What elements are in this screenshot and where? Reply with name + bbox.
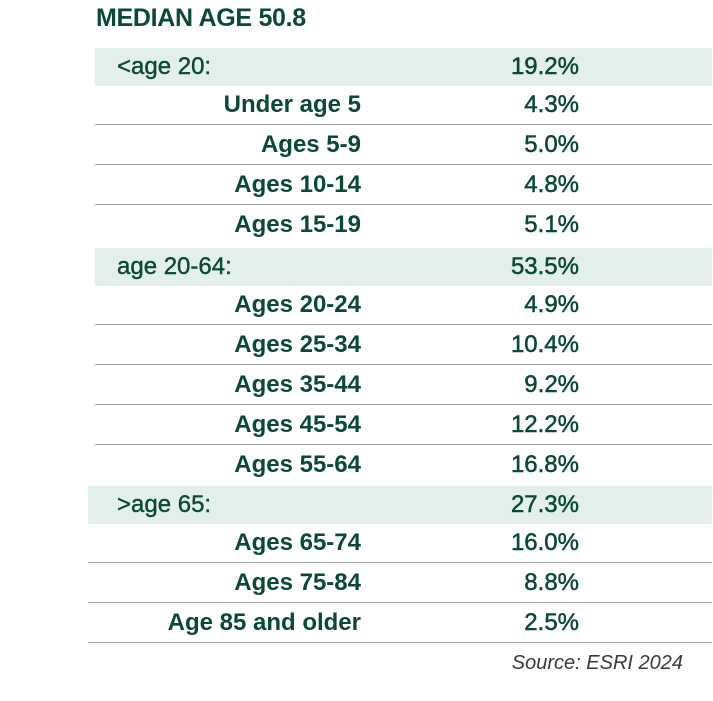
row-value: 16.0% xyxy=(510,529,580,557)
row-value: 4.3% xyxy=(524,91,579,119)
row-label: Ages 35-44 xyxy=(234,371,361,398)
category-row-20-64: age 20-64: 53.5% xyxy=(95,248,712,286)
row-label: Ages 45-54 xyxy=(234,411,361,438)
table-row: Ages 45-54 12.2% xyxy=(95,406,712,445)
row-label: Ages 5-9 xyxy=(260,131,361,158)
row-label: Ages 10-14 xyxy=(234,171,361,198)
category-value: 19.2% xyxy=(510,53,580,81)
table-row: Ages 15-19 5.1% xyxy=(95,206,712,244)
row-value: 9.2% xyxy=(524,371,579,399)
table-row: Age 85 and older 2.5% xyxy=(88,604,712,643)
row-value: 12.2% xyxy=(510,411,580,439)
row-value: 5.0% xyxy=(524,131,579,159)
table-row: Under age 5 4.3% xyxy=(95,86,712,125)
row-value: 5.1% xyxy=(524,211,579,239)
category-row-under-20: <age 20: 19.2% xyxy=(95,48,712,86)
source-note: Source: ESRI 2024 xyxy=(511,652,683,674)
row-value: 16.8% xyxy=(510,451,580,479)
row-label: Ages 55-64 xyxy=(234,451,361,478)
category-row-over-65: >age 65: 27.3% xyxy=(88,486,712,524)
row-label: Age 85 and older xyxy=(167,609,361,636)
table-row: Ages 20-24 4.9% xyxy=(95,286,712,325)
row-value: 4.9% xyxy=(524,291,579,319)
table-row: Ages 10-14 4.8% xyxy=(95,166,712,205)
category-value: 27.3% xyxy=(510,491,580,519)
page-title: MEDIAN AGE 50.8 xyxy=(96,4,306,32)
row-label: Ages 65-74 xyxy=(234,529,361,556)
row-label: Ages 75-84 xyxy=(234,569,361,596)
row-label: Ages 15-19 xyxy=(234,211,361,238)
row-label: Ages 20-24 xyxy=(234,291,361,318)
table-row: Ages 35-44 9.2% xyxy=(95,366,712,405)
table-row: Ages 25-34 10.4% xyxy=(95,326,712,365)
row-value: 10.4% xyxy=(510,331,580,359)
row-label: Ages 25-34 xyxy=(234,331,361,358)
table-row: Ages 55-64 16.8% xyxy=(95,446,712,484)
category-label: >age 65: xyxy=(117,491,212,518)
table-row: Ages 65-74 16.0% xyxy=(88,524,712,563)
table-row: Ages 5-9 5.0% xyxy=(95,126,712,165)
category-label: <age 20: xyxy=(117,53,212,80)
row-value: 2.5% xyxy=(524,609,579,637)
table-row: Ages 75-84 8.8% xyxy=(88,564,712,603)
category-value: 53.5% xyxy=(510,253,580,281)
row-value: 8.8% xyxy=(524,569,579,597)
row-label: Under age 5 xyxy=(223,91,361,118)
row-value: 4.8% xyxy=(524,171,579,199)
category-label: age 20-64: xyxy=(117,253,232,280)
